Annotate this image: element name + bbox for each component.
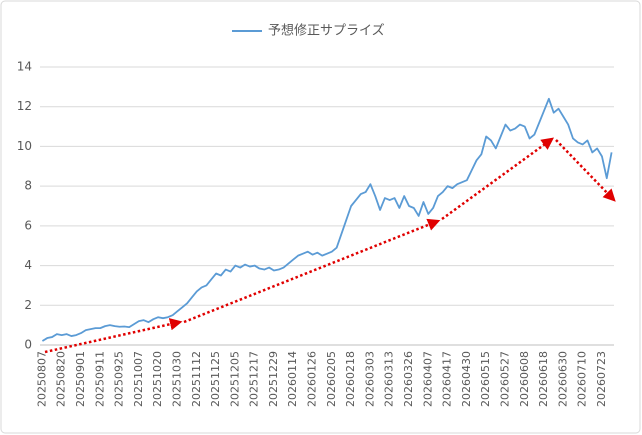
y-tick-label: 12 [17, 99, 32, 113]
trend-arrows [44, 137, 616, 354]
x-tick-label: 20250820 [55, 351, 68, 407]
x-tick-label: 20260630 [556, 351, 569, 407]
x-tick-label: 20251112 [190, 351, 203, 407]
y-tick-label: 2 [24, 298, 32, 312]
x-tick-label: 20260430 [460, 351, 473, 407]
x-tick-label: 20250911 [93, 351, 106, 407]
x-tick-label: 20260608 [518, 351, 531, 407]
y-tick-label: 0 [24, 338, 32, 352]
x-tick-label: 20260326 [402, 351, 415, 407]
x-tick-label: 20250925 [113, 351, 126, 407]
x-tick-label: 20260303 [363, 351, 376, 407]
x-tick-label: 20251205 [228, 351, 241, 407]
x-tick-label: 20251229 [267, 351, 280, 407]
x-tick-label: 20250807 [35, 351, 48, 407]
x-tick-label: 20260205 [325, 351, 338, 407]
x-tick-label: 20251217 [248, 351, 261, 407]
trend-arrow [183, 218, 441, 324]
legend-label: 予想修正サプライズ [268, 23, 385, 39]
x-tick-label: 20260218 [344, 351, 357, 407]
x-tick-label: 20251020 [151, 351, 164, 407]
x-tick-label: 20260515 [479, 351, 492, 407]
x-tick-label: 20260723 [595, 351, 608, 407]
x-tick-label: 20250901 [74, 351, 87, 407]
x-tick-label: 20251125 [209, 351, 222, 407]
x-tick-label: 20260710 [576, 351, 589, 407]
trend-arrow [555, 139, 616, 202]
x-tick-label: 20260407 [421, 351, 434, 407]
x-tick-label: 20260527 [498, 351, 511, 407]
x-tick-label: 20260417 [441, 351, 454, 407]
y-tick-label: 6 [24, 218, 32, 232]
plot-area: 0 2 4 6 8 10 12 14 20250807 20250820 20250901 20250… [17, 23, 614, 407]
y-tick-label: 14 [17, 60, 32, 74]
y-tick-label: 8 [24, 179, 32, 193]
x-tick-label: 20260126 [306, 351, 319, 407]
series-line [41, 97, 613, 342]
x-tick-label: 20251030 [170, 351, 183, 407]
x-tick-label: 20260313 [383, 351, 396, 407]
y-tick-label: 4 [24, 258, 32, 272]
x-tick-label: 20260618 [537, 351, 550, 407]
x-tick-label: 20251007 [132, 351, 145, 407]
x-tick-label: 20260114 [286, 351, 299, 407]
y-tick-label: 10 [17, 139, 32, 153]
trend-arrow [44, 318, 183, 354]
